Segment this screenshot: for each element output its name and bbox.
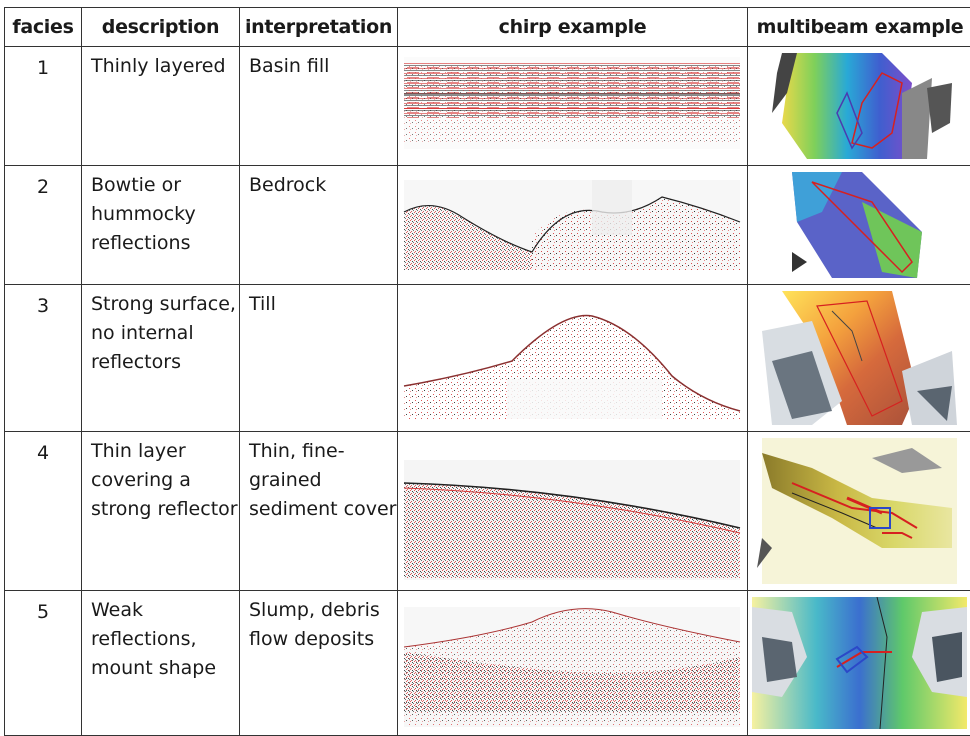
chirp-profile-till: [402, 291, 742, 421]
table-row: 3 Strong surface, no internal reflectors…: [5, 285, 970, 432]
header-multibeam-example: multibeam example: [748, 8, 970, 47]
chirp-profile-bedrock: [402, 172, 742, 272]
description-cell: Strong surface, no internal reflectors: [82, 285, 240, 432]
header-facies: facies: [5, 8, 82, 47]
multibeam-map-till: [752, 291, 967, 425]
interpretation-cell: Thin, fine-grained sediment cover: [240, 432, 398, 591]
header-description: description: [82, 8, 240, 47]
chirp-profile-slump: [402, 597, 742, 729]
table-row: 4 Thin layer covering a strong reflector…: [5, 432, 970, 591]
table-row: 1 Thinly layered Basin fill: [5, 47, 970, 166]
table-row: 5 Weak reflections, mount shape Slump, d…: [5, 591, 970, 736]
multibeam-image-cell: [748, 166, 970, 285]
interpretation-cell: Till: [240, 285, 398, 432]
facies-number: 3: [5, 285, 82, 432]
multibeam-map-thin-sediment: [752, 438, 967, 584]
description-cell: Thinly layered: [82, 47, 240, 166]
chirp-profile-thin-sediment: [402, 438, 742, 584]
chirp-image-cell: [398, 166, 748, 285]
facies-number: 5: [5, 591, 82, 736]
chirp-image-cell: [398, 432, 748, 591]
multibeam-image-cell: [748, 432, 970, 591]
facies-number: 1: [5, 47, 82, 166]
description-cell: Bowtie or hummocky reflections: [82, 166, 240, 285]
multibeam-image-cell: [748, 285, 970, 432]
description-cell: Thin layer covering a strong reflector: [82, 432, 240, 591]
multibeam-image-cell: [748, 591, 970, 736]
chirp-profile-basin-fill: [402, 53, 742, 153]
chirp-image-cell: [398, 591, 748, 736]
header-row: facies description interpretation chirp …: [5, 8, 970, 47]
multibeam-map-slump: [752, 597, 967, 729]
interpretation-cell: Slump, debris flow deposits: [240, 591, 398, 736]
multibeam-map-bedrock: [752, 172, 967, 278]
description-cell: Weak reflections, mount shape: [82, 591, 240, 736]
multibeam-image-cell: [748, 47, 970, 166]
facies-number: 2: [5, 166, 82, 285]
header-interpretation: interpretation: [240, 8, 398, 47]
multibeam-map-basin-fill: [752, 53, 967, 159]
interpretation-cell: Bedrock: [240, 166, 398, 285]
facies-table: facies description interpretation chirp …: [4, 7, 970, 736]
table-row: 2 Bowtie or hummocky reflections Bedrock: [5, 166, 970, 285]
header-chirp-example: chirp example: [398, 8, 748, 47]
chirp-image-cell: [398, 47, 748, 166]
facies-number: 4: [5, 432, 82, 591]
chirp-image-cell: [398, 285, 748, 432]
interpretation-cell: Basin fill: [240, 47, 398, 166]
